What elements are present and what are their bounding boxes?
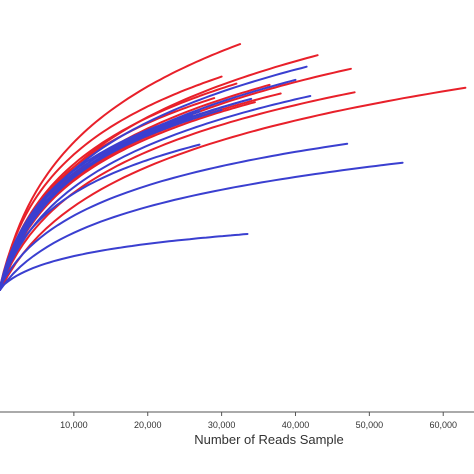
x-tick-label: 60,000 (429, 420, 457, 430)
x-tick-label: 20,000 (134, 420, 162, 430)
series-line-blue (0, 143, 201, 290)
series-line-blue (0, 114, 194, 291)
x-tick-label: 30,000 (208, 420, 236, 430)
series-line-blue (0, 95, 312, 290)
series-line-blue (0, 109, 223, 290)
series-line-blue (0, 142, 349, 288)
x-tick-label: 10,000 (60, 420, 88, 430)
x-tick-label: 40,000 (282, 420, 310, 430)
series-line-red (0, 86, 467, 291)
series-line-red (0, 75, 223, 288)
series-line-red (0, 43, 242, 291)
series-line-blue (0, 110, 201, 288)
x-axis-title: Number of Reads Sample (194, 432, 344, 447)
series-line-red (0, 101, 256, 291)
x-tick-label: 50,000 (356, 420, 384, 430)
series-line-blue (0, 233, 249, 290)
series-line-red (0, 97, 216, 290)
curves-group (0, 43, 467, 291)
x-axis-ticks: 10,000 20,000 30,000 40,000 50,000 60,000 (60, 412, 457, 430)
series-line-red (0, 54, 319, 290)
series-line-blue (0, 161, 404, 291)
